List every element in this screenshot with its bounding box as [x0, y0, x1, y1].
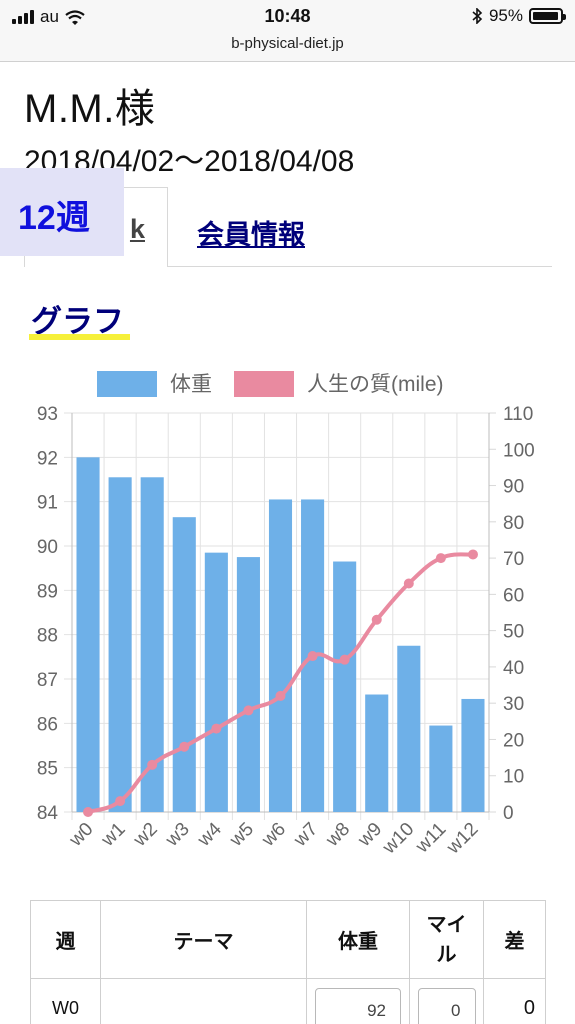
column-header-mile: マイル: [409, 900, 484, 979]
status-left: au: [12, 7, 85, 27]
bar-weight: [236, 557, 260, 812]
y-right-tick-label: 110: [503, 404, 533, 425]
point-quality-of-life: [83, 807, 94, 817]
table-row: W0 92 0 0: [30, 978, 546, 1024]
battery-percent: 95%: [488, 6, 523, 25]
bar-weight: [76, 457, 100, 812]
y-left-tick-label: 87: [37, 670, 58, 691]
point-quality-of-life: [275, 690, 286, 701]
y-right-tick-label: 30: [503, 694, 524, 715]
point-quality-of-life: [243, 705, 254, 716]
y-left-tick-label: 92: [37, 448, 58, 469]
weekly-table: 週 テーマ 体重 マイル 差 W0 92 0 0: [30, 900, 546, 1024]
theme-cell: [100, 978, 307, 1024]
url-bar[interactable]: b-physical-diet.jp: [0, 34, 575, 62]
legend-swatch-quality: [234, 371, 294, 397]
column-header-weight: 体重: [306, 900, 410, 979]
user-name: M.M.様: [24, 87, 156, 131]
week-badge-label: 12週: [18, 199, 90, 237]
point-quality-of-life: [403, 578, 414, 589]
y-right-tick-label: 70: [503, 549, 524, 570]
y-right-tick-label: 50: [503, 622, 524, 643]
wifi-icon: [65, 9, 85, 25]
carrier-label: au: [40, 7, 59, 26]
mile-input[interactable]: 0: [417, 987, 476, 1024]
battery-icon: [529, 8, 566, 24]
legend-label-quality: 人生の質(mile): [307, 373, 444, 396]
point-quality-of-life: [467, 549, 478, 560]
x-tick-label: w7: [289, 819, 322, 852]
column-header-week: 週: [30, 900, 101, 979]
diff-cell: 0: [483, 978, 546, 1024]
signal-icon: [12, 10, 34, 24]
section-title-underline: [29, 334, 130, 340]
x-tick-label: w5: [225, 819, 258, 852]
status-bar: au 10:48 95%: [0, 0, 575, 34]
y-right-tick-label: 100: [503, 440, 535, 461]
y-left-tick-label: 84: [37, 803, 59, 824]
bar-weight: [268, 499, 293, 812]
y-right-tick-label: 90: [503, 477, 524, 498]
x-tick-label: w10: [378, 819, 418, 859]
point-quality-of-life: [339, 654, 350, 665]
bar-weight: [397, 645, 421, 812]
x-tick-label: w11: [411, 819, 450, 858]
clock: 10:48: [264, 6, 311, 26]
y-left-tick-label: 85: [37, 759, 58, 780]
bar-weight: [172, 517, 196, 812]
week-badge: 12週: [0, 168, 124, 256]
column-header-theme: テーマ: [100, 900, 307, 979]
tab-active-label: k: [129, 214, 145, 244]
y-right-tick-label: 40: [503, 658, 524, 679]
y-left-tick-label: 88: [37, 626, 58, 647]
x-tick-label: w8: [321, 819, 354, 852]
week-cell: W0: [30, 978, 101, 1024]
x-tick-label: w3: [161, 819, 194, 852]
bar-weight: [204, 552, 228, 812]
point-quality-of-life: [307, 651, 318, 662]
url-text: b-physical-diet.jp: [231, 35, 344, 52]
point-quality-of-life: [435, 553, 446, 564]
mile-cell: 0: [409, 978, 484, 1024]
y-right-tick-label: 20: [503, 730, 524, 751]
y-left-tick-label: 89: [37, 581, 58, 602]
y-right-tick-label: 80: [503, 513, 524, 534]
point-quality-of-life: [371, 614, 382, 625]
bar-weight: [365, 694, 389, 812]
bar-weight: [461, 698, 485, 812]
section-title: グラフ: [31, 304, 124, 339]
weight-input[interactable]: 92: [315, 987, 401, 1024]
y-left-tick-label: 91: [37, 493, 58, 514]
point-quality-of-life: [115, 796, 126, 807]
y-left-tick-label: 90: [37, 537, 58, 558]
status-right: 95%: [472, 6, 566, 26]
x-tick-label: w2: [129, 819, 162, 852]
y-right-tick-label: 0: [503, 803, 514, 824]
column-header-mile-text: マイル: [426, 913, 467, 966]
bar-weight: [333, 561, 357, 812]
y-right-tick-label: 60: [503, 585, 524, 606]
bar-weight: [140, 477, 164, 812]
legend-swatch-weight: [97, 371, 157, 397]
x-tick-label: w4: [193, 818, 226, 851]
weight-quality-chart: 84 85 86 87 88 89 90 91 92 93 0 10 20 30 40 50 60 70 80 90 1…: [37, 371, 535, 859]
x-tick-label: w12: [442, 819, 482, 859]
point-quality-of-life: [147, 759, 158, 770]
y-right-tick-label: 10: [503, 767, 524, 788]
bar-weight: [108, 477, 132, 812]
x-tick-label: w6: [257, 819, 290, 852]
table-header-row: 週 テーマ 体重 マイル 差: [30, 900, 546, 979]
y-left-tick-label: 93: [37, 404, 58, 425]
bar-weight: [429, 725, 453, 812]
point-quality-of-life: [211, 723, 222, 734]
point-quality-of-life: [179, 741, 190, 752]
weight-cell: 92: [306, 978, 410, 1024]
y-left-tick-label: 86: [37, 714, 58, 735]
bluetooth-icon: [472, 8, 483, 24]
legend-label-weight: 体重: [170, 373, 212, 396]
tab-member-info[interactable]: 会員情報: [197, 220, 305, 250]
column-header-diff: 差: [483, 900, 546, 979]
x-tick-label: w1: [97, 819, 130, 852]
x-tick-label: w0: [65, 819, 98, 852]
